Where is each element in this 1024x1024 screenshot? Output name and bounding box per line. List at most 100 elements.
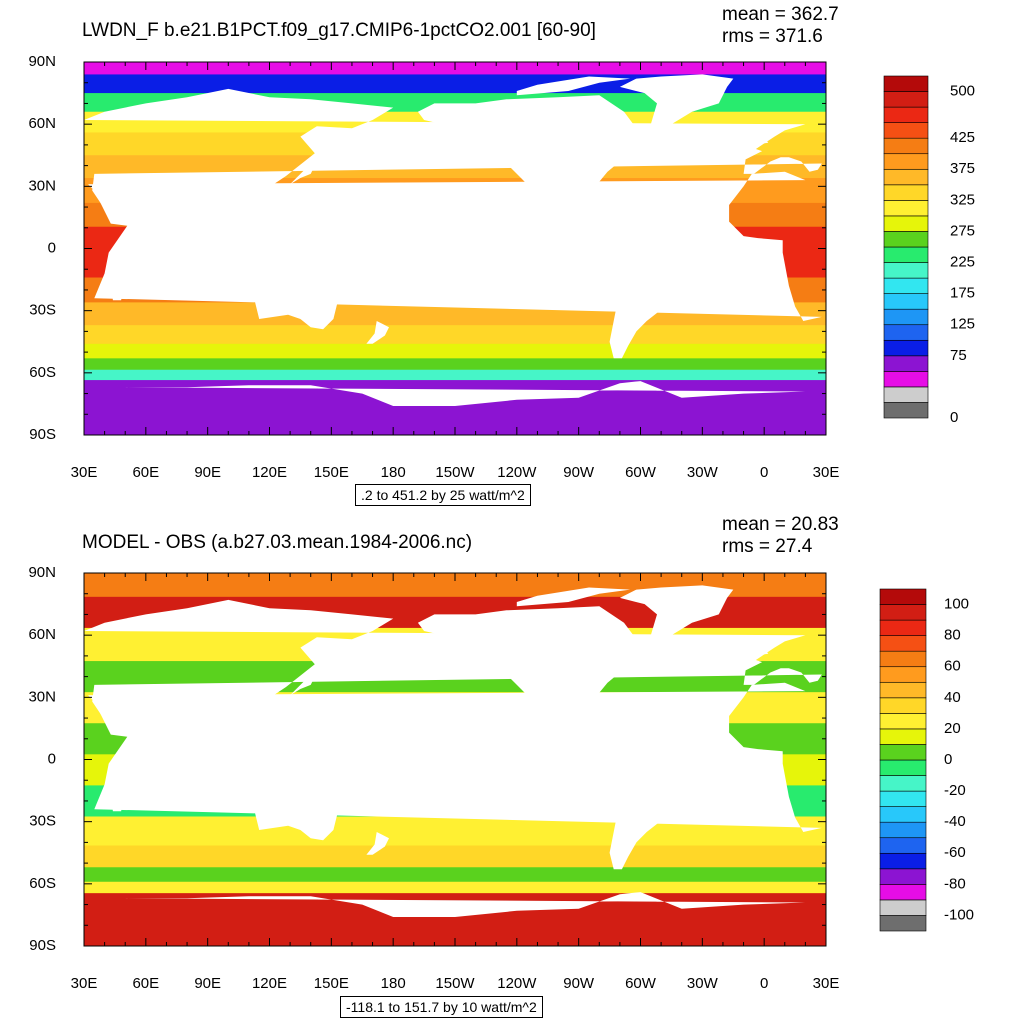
bottom-colorbar-box-20 bbox=[879, 604, 927, 621]
bottom-xtick-label: 60E bbox=[132, 975, 159, 992]
top-map-panel: 90N 60N 30N 0 30S 60S 90S 30E 60E 90E 120E 150E 180 1… bbox=[28, 4, 1024, 506]
bottom-band-9 bbox=[84, 845, 826, 868]
top-ytick-label: 90N bbox=[28, 53, 56, 70]
top-map-title: LWDN_F b.e21.B1PCT.f09_g17.CMIP6-1pctCO2… bbox=[82, 20, 596, 41]
top-colorbar-box-16 bbox=[883, 153, 929, 170]
bottom-xtick-label: 60W bbox=[625, 975, 657, 992]
bottom-colorbar-box-7 bbox=[879, 806, 927, 823]
top-colorbar-box-15 bbox=[883, 168, 929, 186]
bottom-xtick-label: 90E bbox=[194, 975, 221, 992]
bottom-colorbar-label-2: -60 bbox=[944, 844, 966, 861]
bottom-colorbar-label-1: -80 bbox=[944, 875, 966, 892]
bottom-land-australia-wrap2 bbox=[997, 782, 1024, 840]
top-map-plot: 90N 60N 30N 0 30S 60S 90S 30E 60E 90E 120E 150E 180 1… bbox=[28, 53, 1024, 481]
bottom-mean-stat: mean = 20.83 bbox=[722, 514, 839, 535]
top-colorbar-label-1: 75 bbox=[950, 347, 967, 364]
bottom-ytick-label: 60S bbox=[29, 875, 56, 892]
top-colorbar-label-8: 425 bbox=[950, 129, 975, 146]
top-rms-stat: rms = 371.6 bbox=[722, 26, 823, 47]
bottom-land-indonesia-wrap2 bbox=[960, 745, 1024, 778]
bottom-land-madagascar-wrap2 bbox=[853, 784, 867, 811]
top-xtick-label: 90E bbox=[194, 464, 221, 481]
top-mean-stat: mean = 362.7 bbox=[722, 4, 839, 25]
top-xtick-label: 120E bbox=[252, 464, 287, 481]
bottom-land-antarctica bbox=[125, 892, 806, 946]
bottom-colorbar-label-6: 20 bbox=[944, 720, 961, 737]
bottom-colorbar-label-4: -20 bbox=[944, 782, 966, 799]
top-colorbar-box-6 bbox=[883, 308, 929, 326]
top-xtick-label: 90W bbox=[563, 464, 595, 481]
top-colorbar-box-9 bbox=[883, 262, 929, 279]
bottom-ytick-label: 90S bbox=[29, 937, 56, 954]
top-land-madagascar-wrap2 bbox=[853, 273, 867, 300]
top-colorbar-box-13 bbox=[883, 200, 929, 217]
bottom-colorbar-box-14 bbox=[879, 697, 927, 714]
bottom-colorbar-box-11 bbox=[879, 744, 927, 761]
top-colorbar-box-0 bbox=[883, 402, 929, 419]
top-colorbar-box-14 bbox=[883, 184, 929, 201]
top-colorbar-box-3 bbox=[883, 355, 929, 372]
bottom-land-namerica bbox=[417, 606, 649, 745]
bottom-xtick-label: 150W bbox=[435, 975, 475, 992]
top-land-madagascar bbox=[110, 273, 126, 301]
bottom-colorbar-box-18 bbox=[879, 635, 927, 652]
top-colorbar-label-9: 500 bbox=[950, 83, 975, 100]
bottom-colorbar-label-7: 40 bbox=[944, 689, 961, 706]
top-colorbar-box-19 bbox=[883, 106, 929, 123]
top-xtick-label: 60E bbox=[132, 464, 159, 481]
bottom-ytick-label: 0 bbox=[48, 750, 56, 767]
bottom-xtick-label: 120E bbox=[252, 975, 287, 992]
bottom-land-samerica bbox=[597, 734, 692, 870]
top-land-antarctica bbox=[125, 381, 806, 435]
bottom-colorbar-box-12 bbox=[879, 728, 927, 745]
bottom-land-japan bbox=[290, 666, 321, 696]
top-land-arctic_isl bbox=[516, 76, 631, 96]
bottom-colorbar-label-8: 60 bbox=[944, 658, 961, 675]
top-xtick-label: 120W bbox=[497, 464, 537, 481]
top-land-greenland bbox=[619, 74, 734, 125]
top-xtick-label: 150W bbox=[435, 464, 475, 481]
top-xtick-label: 180 bbox=[381, 464, 406, 481]
bottom-colorbar-box-13 bbox=[879, 713, 927, 730]
top-land-samerica bbox=[597, 223, 692, 359]
top-ytick-label: 90S bbox=[29, 426, 56, 443]
bottom-land-greenland bbox=[619, 585, 734, 636]
top-colorbar-box-17 bbox=[883, 137, 929, 155]
bottom-land-uk-wrap1 bbox=[10, 637, 27, 656]
bottom-colorbar-box-16 bbox=[879, 666, 927, 683]
bottom-land-newzealand bbox=[366, 832, 389, 855]
top-ytick-label: 30S bbox=[29, 302, 56, 319]
top-xtick-label: 0 bbox=[760, 464, 768, 481]
top-colorbar-box-12 bbox=[883, 215, 929, 232]
top-xtick-label: 30E bbox=[71, 464, 98, 481]
top-band-16 bbox=[84, 380, 826, 435]
top-colorbar-label-7: 375 bbox=[950, 160, 975, 177]
bottom-land-madagascar bbox=[110, 784, 126, 812]
top-colorbar-label-4: 225 bbox=[950, 254, 975, 271]
top-xtick-label: 30E bbox=[813, 464, 840, 481]
bottom-ytick-label: 90N bbox=[28, 564, 56, 581]
bottom-land-africa-wrap2 bbox=[830, 683, 1024, 832]
top-land-indonesia bbox=[218, 234, 332, 268]
bottom-xtick-label: 30E bbox=[71, 975, 98, 992]
top-land-uk bbox=[751, 126, 769, 145]
top-land-japan bbox=[290, 155, 321, 185]
bottom-xtick-label: 30E bbox=[813, 975, 840, 992]
bottom-land-uk bbox=[751, 637, 769, 656]
bottom-land-indonesia bbox=[218, 745, 332, 779]
top-colorbar-box-21 bbox=[883, 75, 929, 92]
top-colorbar-box-1 bbox=[883, 386, 929, 403]
top-colorbar-box-18 bbox=[883, 122, 929, 139]
top-ytick-label: 60N bbox=[28, 115, 56, 132]
bottom-xtick-label: 0 bbox=[760, 975, 768, 992]
top-colorbar-label-5: 275 bbox=[950, 222, 975, 239]
bottom-colorbar-box-5 bbox=[879, 837, 927, 854]
bottom-colorbar-box-1 bbox=[879, 899, 927, 916]
top-land-australia-wrap2 bbox=[997, 271, 1024, 329]
top-ytick-label: 0 bbox=[48, 239, 56, 256]
top-band-14 bbox=[84, 358, 826, 371]
bottom-rms-stat: rms = 27.4 bbox=[722, 536, 813, 557]
top-colorbar-box-5 bbox=[883, 324, 929, 341]
bottom-land-eurasia-wrap1 bbox=[0, 600, 80, 758]
top-colorbar-box-11 bbox=[883, 231, 929, 248]
